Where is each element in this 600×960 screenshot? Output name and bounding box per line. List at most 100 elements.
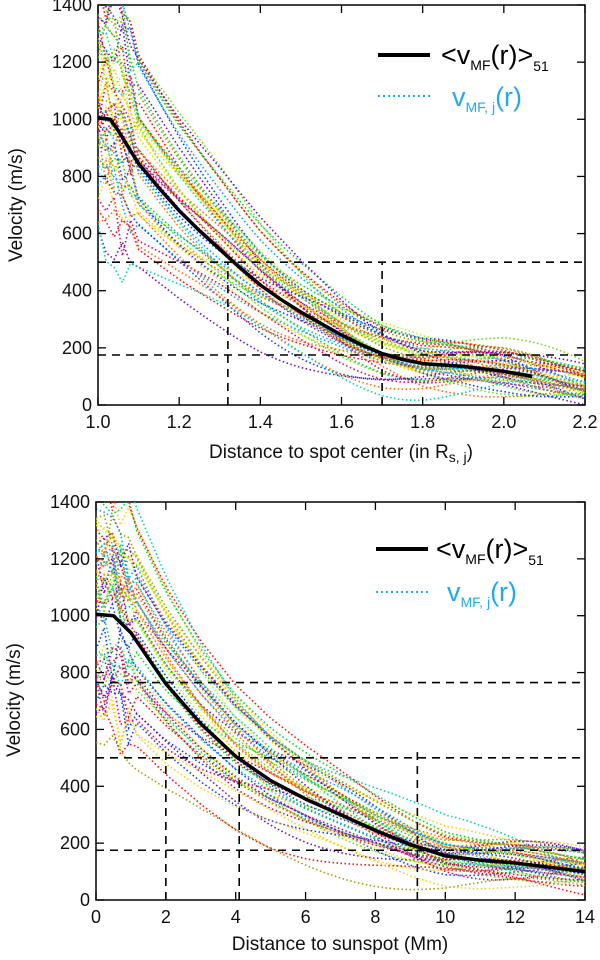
y-tick-label: 1200	[52, 52, 92, 72]
y-axis-ticks: 0 200 400 600 800 1000 1200 1400	[52, 0, 585, 415]
x-tick-label: 2.0	[491, 412, 516, 432]
individual-curve	[98, 127, 585, 400]
y-tick-label: 0	[80, 890, 90, 910]
legend-indiv-label: vMF, j(r)	[447, 577, 517, 610]
individual-curve	[98, 38, 585, 396]
y-tick-label: 400	[60, 776, 90, 796]
individual-curve	[98, 209, 585, 391]
y-tick-label: 1200	[50, 549, 90, 569]
y-axis-label: Velocity (m/s)	[6, 148, 27, 262]
individual-curve	[98, 31, 585, 388]
individual-curve	[98, 144, 585, 393]
x-tick-label: 0	[91, 907, 101, 927]
individual-curve	[96, 544, 585, 865]
individual-curve	[98, 133, 585, 396]
individual-curve	[96, 601, 585, 876]
y-tick-label: 800	[60, 663, 90, 683]
individual-curve	[98, 80, 585, 380]
y-tick-label: 400	[62, 281, 92, 301]
individual-curve	[98, 156, 585, 383]
x-tick-label: 1.8	[410, 412, 435, 432]
individual-curve	[96, 529, 585, 865]
mean-curve-group	[95, 612, 586, 874]
individual-curve	[96, 667, 585, 870]
mean-curve	[95, 612, 586, 874]
x-tick-label: 2.2	[572, 412, 597, 432]
individual-curve	[100, 502, 585, 860]
x-tick-label: 1.6	[329, 412, 354, 432]
individual-curve	[98, 5, 585, 365]
x-tick-label: 14	[575, 907, 595, 927]
individual-curve	[96, 566, 585, 865]
individual-curve	[98, 109, 585, 372]
individual-curve	[96, 511, 585, 855]
y-axis-ticks: 0 200 400 600 800 1000 1200 1400	[50, 492, 585, 910]
y-tick-label: 600	[62, 224, 92, 244]
y-tick-label: 200	[60, 833, 90, 853]
individual-curve	[98, 165, 585, 377]
individual-curve	[98, 168, 585, 391]
individual-curve	[98, 194, 585, 384]
individual-curves	[96, 502, 585, 896]
x-tick-label: 1.0	[85, 412, 110, 432]
mean-curve	[97, 116, 533, 379]
legend-mean-label: <vMF(r)>51	[436, 534, 544, 568]
individual-curve	[96, 676, 585, 881]
individual-curve	[98, 156, 585, 388]
individual-curve	[96, 641, 585, 883]
individual-curves	[98, 5, 585, 405]
legend-indiv-label: vMF, j(r)	[452, 82, 522, 115]
individual-curve	[98, 118, 585, 391]
individual-curve	[96, 531, 585, 854]
individual-curve	[98, 14, 585, 374]
individual-curve	[96, 696, 585, 890]
x-tick-label: 1.2	[167, 412, 192, 432]
x-tick-label: 1.4	[248, 412, 273, 432]
legend-mean-label: <vMF(r)>51	[441, 40, 549, 74]
x-axis-ticks: 0 2 4 6 8 10 12 14	[91, 502, 595, 927]
individual-curve	[98, 105, 585, 393]
y-tick-label: 800	[62, 166, 92, 186]
individual-curve	[96, 574, 585, 852]
individual-curve	[98, 82, 585, 387]
individual-curve	[98, 48, 585, 393]
y-tick-label: 1000	[52, 109, 92, 129]
individual-curve	[98, 126, 585, 397]
x-tick-label: 10	[435, 907, 455, 927]
guide-lines	[98, 261, 585, 405]
individual-curve	[98, 98, 585, 378]
x-tick-label: 4	[231, 907, 241, 927]
individual-curve	[98, 95, 585, 377]
y-tick-label: 1400	[52, 0, 92, 15]
x-axis-label: Distance to sunspot (Mm)	[232, 934, 448, 955]
panel-top: 1.0 1.2 1.4 1.6 1.8 2.0 2.2 020040060080010001…	[6, 0, 598, 465]
individual-curve	[98, 101, 585, 387]
x-axis-ticks: 1.0 1.2 1.4 1.6 1.8 2.0 2.2	[85, 5, 598, 432]
individual-curve	[96, 569, 585, 870]
individual-curve	[98, 173, 585, 388]
y-tick-label: 600	[60, 719, 90, 739]
individual-curve	[98, 227, 585, 405]
individual-curve	[98, 126, 585, 386]
individual-curve	[98, 209, 585, 392]
individual-curve	[98, 23, 585, 389]
x-tick-label: 8	[370, 907, 380, 927]
individual-curve	[104, 5, 585, 393]
y-tick-label: 1400	[50, 492, 90, 512]
panel-bottom: 0 2 4 6 8 10 12 14 0 200 400 600 800 1000 1200 1400 Di…	[4, 492, 595, 955]
y-tick-label: 200	[62, 338, 92, 358]
individual-curve	[96, 571, 585, 879]
individual-curve	[96, 653, 585, 874]
x-tick-label: 6	[301, 907, 311, 927]
x-tick-label: 2	[161, 907, 171, 927]
individual-curve	[96, 615, 585, 872]
x-axis-label: Distance to spot center (in Rs, j)	[209, 442, 473, 465]
mean-curve-group	[97, 116, 533, 379]
guide-lines	[96, 681, 585, 900]
individual-curve	[96, 502, 585, 868]
individual-curve	[96, 682, 585, 882]
individual-curve	[96, 514, 585, 860]
y-axis-label: Velocity (m/s)	[4, 643, 25, 757]
y-tick-label: 1000	[50, 606, 90, 626]
